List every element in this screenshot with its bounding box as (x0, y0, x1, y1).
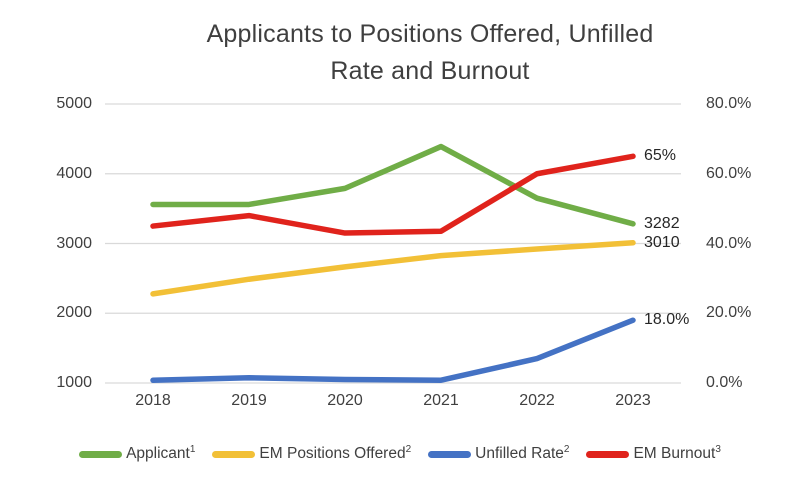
left-axis-tick: 2000 (56, 304, 92, 322)
applicant-line (150, 143, 636, 227)
x-axis-tick-2023: 2023 (615, 392, 651, 409)
em-positions-offered-end-label: 3010 (644, 233, 680, 251)
left-axis-tick: 1000 (56, 374, 92, 391)
legend-superscript: 3 (715, 443, 721, 455)
x-axis-tick-2019: 2019 (231, 392, 267, 409)
legend-superscript: 2 (563, 443, 570, 455)
x-axis-tick-2018: 2018 (135, 392, 171, 409)
right-axis-tick: 60.0% (706, 164, 752, 182)
legend-item-applicant: Applicant1 (79, 444, 195, 464)
legend-label-applicant: Applicant1 (126, 443, 196, 462)
legend-marker-unfilled-rate (428, 450, 472, 458)
legend: Applicant1 EM Positions Offered2 Unfilled … (0, 440, 800, 468)
chart-title: Applicants to Positions Offered, Unfille… (60, 16, 800, 90)
legend-label-unfilled-rate: Unfilled Rate2 (475, 443, 570, 462)
em-burnout-end-label: 65% (644, 147, 677, 165)
left-axis-tick: 3000 (56, 234, 92, 252)
unfilled-rate-line (150, 317, 636, 383)
legend-marker-em-burnout (586, 450, 630, 458)
x-axis-tick-2022: 2022 (519, 392, 555, 409)
unfilled-rate-end-label: 18.0% (644, 311, 690, 329)
em-positions-offered-line (150, 240, 636, 297)
legend-label-em-burnout: EM Burnout3 (633, 443, 721, 462)
left-axis-tick: 4000 (56, 164, 92, 182)
chart-title-line-1: Applicants to Positions Offered, Unfille… (206, 20, 654, 48)
legend-marker-em-positions-offered (212, 450, 256, 458)
x-axis-tick-2021: 2021 (423, 392, 459, 409)
left-axis-tick: 5000 (56, 95, 92, 112)
legend-marker-applicant (79, 450, 123, 458)
em-burnout-line (150, 153, 636, 236)
right-axis-tick: 0.0% (706, 374, 743, 391)
legend-item-unfilled-rate: Unfilled Rate2 (428, 444, 569, 464)
legend-item-em-burnout: EM Burnout3 (586, 443, 721, 464)
chart-title-line-2: Rate and Burnout (330, 57, 530, 85)
right-axis-tick: 80.0% (706, 95, 752, 112)
right-axis-tick: 20.0% (706, 304, 752, 322)
legend-item-em-positions-offered: EM Positions Offered2 (212, 444, 411, 464)
legend-label-em-positions-offered: EM Positions Offered2 (259, 443, 412, 462)
applicant-end-label: 3282 (644, 214, 680, 232)
x-axis-tick-2020: 2020 (327, 392, 363, 409)
legend-superscript: 2 (405, 443, 412, 455)
right-axis-tick: 40.0% (706, 234, 752, 252)
legend-superscript: 1 (189, 443, 196, 455)
